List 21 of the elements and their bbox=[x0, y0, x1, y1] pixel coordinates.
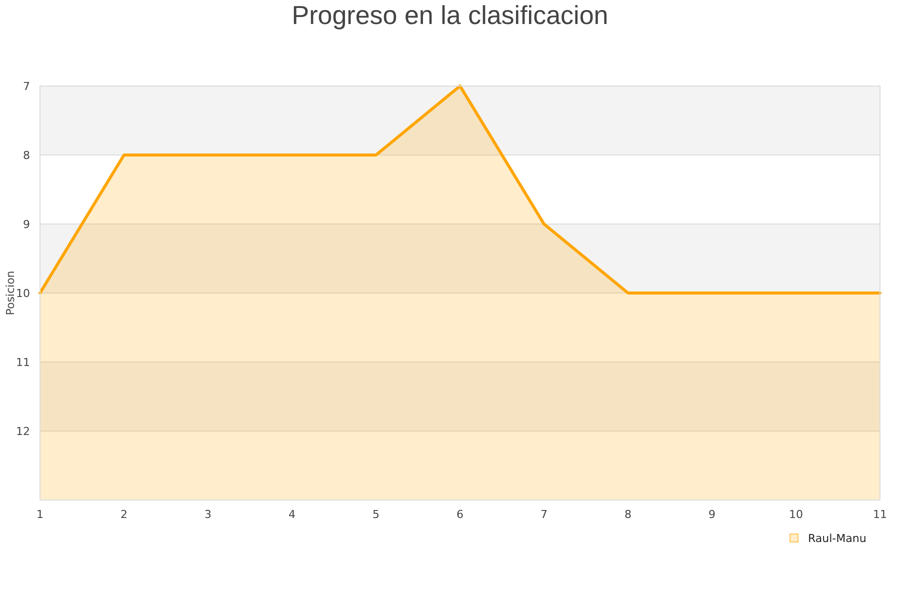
x-tick-label: 2 bbox=[120, 508, 128, 521]
x-tick-label: 7 bbox=[540, 508, 548, 521]
y-tick-label: 10 bbox=[16, 287, 30, 300]
x-tick-label: 9 bbox=[708, 508, 716, 521]
y-tick-label: 8 bbox=[23, 149, 30, 162]
x-tick-label: 3 bbox=[204, 508, 212, 521]
x-tick-label: 1 bbox=[36, 508, 44, 521]
x-tick-label: 5 bbox=[372, 508, 380, 521]
chart-title: Progreso en la clasificacion bbox=[292, 0, 608, 30]
y-tick-label: 11 bbox=[16, 356, 30, 369]
x-tick-label: 6 bbox=[456, 508, 464, 521]
y-tick-label: 12 bbox=[16, 425, 30, 438]
legend-label: Raul-Manu bbox=[808, 532, 866, 545]
x-tick-label: 4 bbox=[288, 508, 296, 521]
y-tick-label: 9 bbox=[23, 218, 30, 231]
y-tick-label: 7 bbox=[23, 80, 30, 93]
line-series bbox=[38, 84, 882, 294]
x-tick-label: 11 bbox=[873, 508, 887, 521]
x-tick-label: 8 bbox=[624, 508, 632, 521]
x-tick-label: 10 bbox=[789, 508, 803, 521]
y-axis-title: Posicion bbox=[4, 270, 17, 316]
